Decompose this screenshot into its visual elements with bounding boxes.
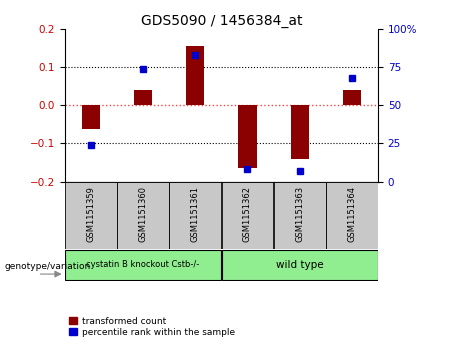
Bar <box>290 105 309 159</box>
FancyBboxPatch shape <box>274 182 325 249</box>
FancyBboxPatch shape <box>65 182 117 249</box>
FancyBboxPatch shape <box>326 182 378 249</box>
Legend: transformed count, percentile rank within the sample: transformed count, percentile rank withi… <box>69 317 235 337</box>
Title: GDS5090 / 1456384_at: GDS5090 / 1456384_at <box>141 14 302 28</box>
Bar <box>238 105 256 168</box>
FancyBboxPatch shape <box>222 182 273 249</box>
FancyBboxPatch shape <box>65 250 221 280</box>
Bar <box>82 105 100 129</box>
Text: GSM1151364: GSM1151364 <box>348 186 356 242</box>
Text: GSM1151362: GSM1151362 <box>243 186 252 242</box>
Text: genotype/variation: genotype/variation <box>5 262 91 271</box>
Bar <box>343 90 361 105</box>
Text: wild type: wild type <box>276 260 324 270</box>
Text: GSM1151360: GSM1151360 <box>138 186 148 242</box>
FancyBboxPatch shape <box>117 182 169 249</box>
Text: cystatin B knockout Cstb-/-: cystatin B knockout Cstb-/- <box>86 261 200 269</box>
FancyBboxPatch shape <box>169 182 221 249</box>
Bar <box>186 46 204 105</box>
Bar <box>134 90 152 105</box>
FancyBboxPatch shape <box>222 250 378 280</box>
Text: GSM1151359: GSM1151359 <box>86 186 95 242</box>
Text: GSM1151361: GSM1151361 <box>191 186 200 242</box>
Text: GSM1151363: GSM1151363 <box>295 185 304 242</box>
